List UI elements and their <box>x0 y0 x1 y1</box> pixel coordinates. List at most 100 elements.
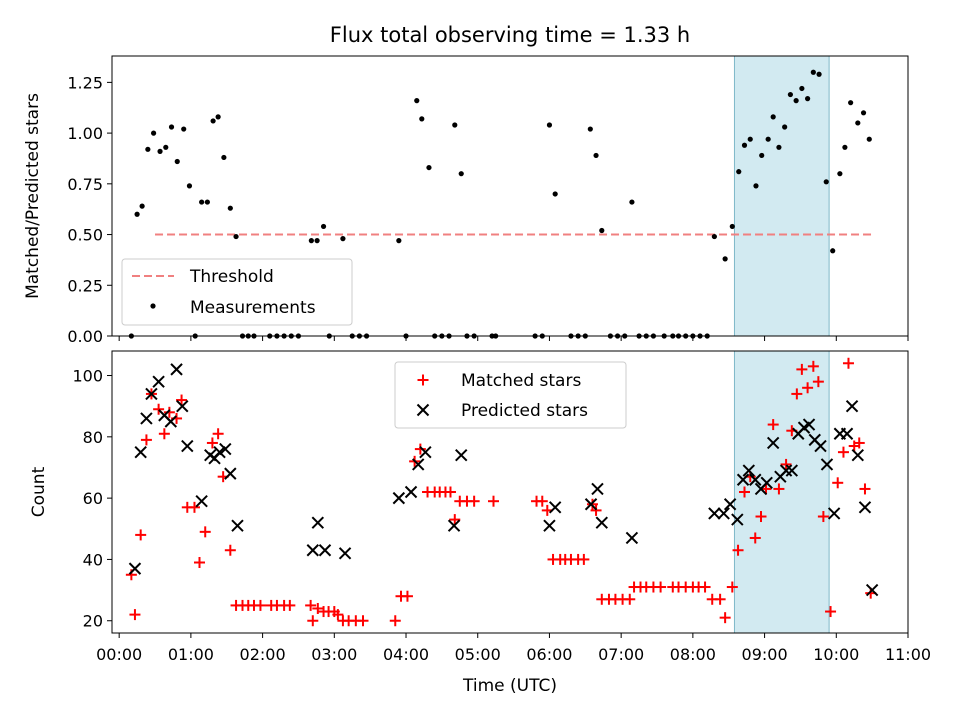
predicted-star-point <box>338 547 352 560</box>
measurement-point <box>770 114 776 120</box>
matched-star-point <box>586 498 598 510</box>
measurement-point <box>729 223 735 230</box>
measurement-point <box>181 126 187 132</box>
predicted-star-point <box>865 583 879 597</box>
matched-star-point <box>176 394 188 406</box>
predicted-star-points <box>128 363 879 597</box>
ratio-panel: 0.00 0.25 0.50 0.75 1.00 1.25 Flux total obse… <box>23 23 909 346</box>
measurement-point <box>842 144 848 150</box>
matched-star-point <box>714 593 726 605</box>
legend-cross-glyph <box>416 403 430 417</box>
matched-star-point <box>389 615 401 627</box>
measurement-point <box>168 124 175 130</box>
matched-star-point <box>807 360 819 372</box>
measurement-point <box>782 124 788 130</box>
matched-star-points <box>125 357 877 627</box>
measurement-point <box>145 146 151 152</box>
measurement-point <box>765 136 771 142</box>
predicted-star-point <box>195 494 208 508</box>
predicted-star-point <box>785 464 799 477</box>
top-y-tick-label: 0.00 <box>67 327 103 346</box>
measurement-point <box>753 183 759 189</box>
predicted-star-point <box>164 415 178 428</box>
predicted-star-point <box>736 473 750 486</box>
highlight-span-top <box>733 55 830 337</box>
measurement-point <box>199 199 205 205</box>
predicted-star-point <box>311 516 325 529</box>
measurement-point <box>855 120 861 126</box>
measurement-point <box>816 71 822 77</box>
predicted-star-point <box>584 498 598 511</box>
measurement-point <box>759 152 765 159</box>
matched-star-point <box>859 483 871 495</box>
measurement-points <box>128 69 872 339</box>
predicted-star-point <box>404 485 418 499</box>
x-tick-label: 02:00 <box>240 645 286 664</box>
measurement-point <box>776 144 782 150</box>
measurement-point <box>221 154 227 161</box>
x-tick-label: 00:00 <box>96 645 142 664</box>
measurement-point <box>629 199 635 205</box>
bottom-y-axis-label: Count <box>29 466 49 517</box>
legend-predicted-label: Predicted stars <box>461 401 588 421</box>
predicted-star-point <box>749 473 762 486</box>
legend-plus-glyph <box>417 374 429 386</box>
matched-star-point <box>312 602 324 614</box>
measurement-point <box>587 126 593 132</box>
measurement-point <box>163 144 169 150</box>
matched-star-point <box>444 486 456 498</box>
predicted-star-point <box>447 519 461 532</box>
predicted-star-point <box>766 436 780 450</box>
predicted-star-point <box>723 498 737 511</box>
matched-star-point <box>780 458 792 470</box>
predicted-star-point <box>802 418 816 431</box>
measurement-point <box>233 233 239 240</box>
matched-star-point <box>536 495 548 507</box>
predicted-star-point <box>840 427 854 440</box>
predicted-star-point <box>851 449 865 462</box>
legend-plus-marker <box>417 374 429 386</box>
bottom-y-tick-label: 80 <box>83 428 103 447</box>
matched-star-point <box>842 357 854 369</box>
measurement-point <box>452 122 458 128</box>
x-tick-label: 08:00 <box>670 645 716 664</box>
bottom-legend-box <box>394 361 627 429</box>
predicted-star-point <box>858 501 872 514</box>
measurement-point <box>793 98 799 104</box>
legend-measurements-label: Measurements <box>190 298 316 318</box>
top-y-tick-label: 0.25 <box>67 276 103 295</box>
matched-star-point <box>224 544 236 556</box>
measurement-point <box>823 179 829 185</box>
predicted-star-point <box>543 519 556 532</box>
measurement-point <box>150 130 157 136</box>
predicted-star-point <box>170 363 183 376</box>
predicted-star-point <box>455 449 468 462</box>
top-y-ticks: 0.00 0.25 0.50 0.75 1.00 1.25 <box>67 73 112 346</box>
measurement-point <box>215 114 221 120</box>
x-tick-label: 04:00 <box>383 645 429 664</box>
matched-star-point <box>699 581 711 593</box>
measurement-point <box>736 169 742 175</box>
matched-star-point <box>357 615 369 627</box>
matched-star-point <box>732 544 744 556</box>
matched-star-point <box>726 581 738 593</box>
bottom-y-tick-label: 100 <box>72 367 103 386</box>
measurement-point <box>830 248 836 254</box>
legend-measurement-dot <box>150 303 156 309</box>
bottom-y-tick-label: 60 <box>83 489 103 508</box>
predicted-star-point <box>318 544 332 557</box>
matched-star-point <box>135 529 147 541</box>
predicted-star-point <box>827 507 841 520</box>
measurement-point <box>396 238 402 244</box>
measurement-point <box>837 171 843 177</box>
measurement-point <box>174 158 180 165</box>
matched-star-point <box>158 428 170 440</box>
measurement-point <box>722 256 728 262</box>
predicted-star-point <box>306 544 319 557</box>
predicted-star-point <box>591 482 604 496</box>
measurement-point <box>157 148 163 154</box>
matched-star-point <box>284 599 296 611</box>
measurement-point <box>204 199 210 205</box>
x-tick-label: 10:00 <box>813 645 859 664</box>
top-y-tick-label: 0.50 <box>67 226 103 245</box>
